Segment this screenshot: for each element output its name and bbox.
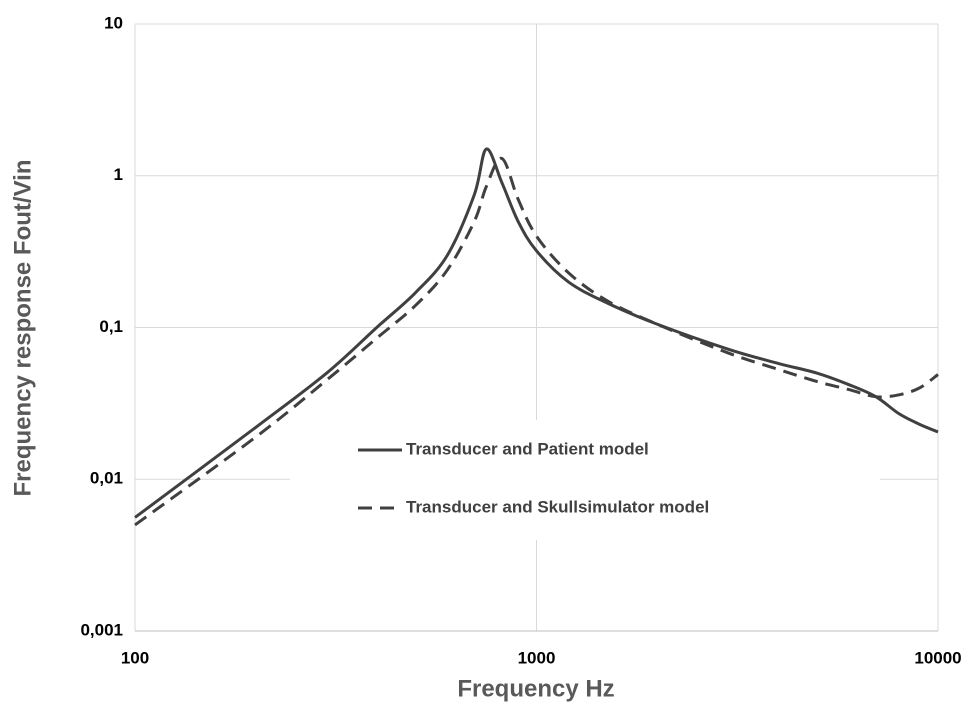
x-tick-label: 1000 [518, 648, 556, 667]
y-tick-label: 1 [114, 165, 123, 184]
legend-label: Transducer and Patient model [406, 439, 649, 458]
legend-box [290, 420, 880, 540]
series-line [134, 147, 939, 519]
x-axis-title: Frequency Hz [457, 675, 614, 702]
legend: Transducer and Patient model Transducer a… [290, 420, 880, 540]
legend-label: Transducer and Skullsimulator model [406, 497, 709, 516]
x-tick-label: 10000 [914, 648, 961, 667]
y-tick-label: 0,01 [90, 469, 123, 488]
y-tick-label: 10 [104, 13, 123, 32]
y-tick-label: 0,1 [99, 317, 123, 336]
y-tick-label: 0,001 [80, 620, 123, 639]
series-line [134, 156, 939, 527]
y-axis-title: Frequency response Fout/Vin [9, 160, 36, 497]
x-tick-label: 100 [121, 648, 149, 667]
